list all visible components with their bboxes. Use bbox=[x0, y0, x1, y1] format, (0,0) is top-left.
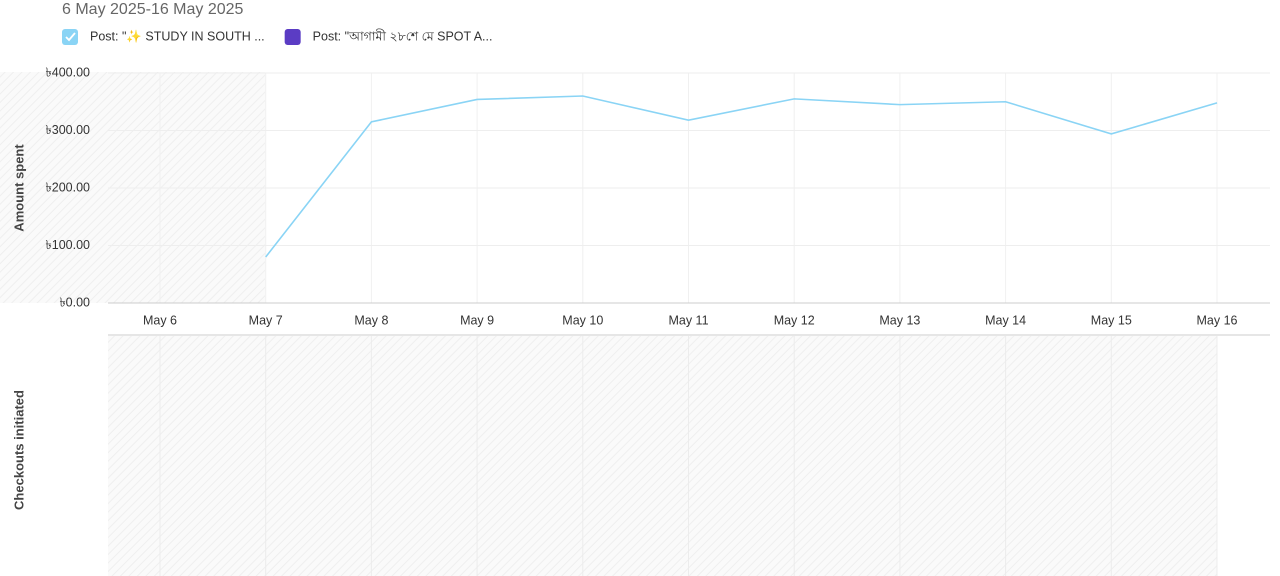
y-tick-label: ৳100.00 bbox=[46, 238, 91, 252]
x-tick-label: May 8 bbox=[354, 313, 388, 327]
legend-label: Post: "✨ STUDY IN SOUTH ... bbox=[90, 29, 265, 43]
legend-swatch bbox=[62, 29, 78, 45]
x-tick-label: May 16 bbox=[1197, 313, 1238, 327]
y-axis-label: Amount spent bbox=[11, 144, 26, 232]
y-tick-label: ৳300.00 bbox=[46, 123, 91, 137]
legend-label: Post: "আগামী ২৮শে মে SPOT A... bbox=[313, 28, 493, 43]
chart-title: 6 May 2025-16 May 2025 bbox=[62, 1, 244, 18]
y-tick-label: ৳400.00 bbox=[46, 65, 91, 79]
legend-check bbox=[65, 32, 76, 42]
x-tick-label: May 7 bbox=[249, 313, 283, 327]
x-tick-label: May 12 bbox=[774, 313, 815, 327]
x-tick-label: May 15 bbox=[1091, 313, 1132, 327]
x-tick-label: May 14 bbox=[985, 313, 1026, 327]
y-tick-label: ৳200.00 bbox=[46, 180, 91, 194]
x-tick-label: May 11 bbox=[668, 313, 708, 327]
legend-swatch bbox=[284, 29, 301, 45]
x-tick-label: May 6 bbox=[143, 313, 177, 327]
panel-label: Checkouts initiated bbox=[11, 390, 26, 510]
y-tick-label: ৳0.00 bbox=[59, 295, 90, 309]
series-line bbox=[265, 95, 1218, 258]
x-tick-label: May 9 bbox=[460, 313, 494, 327]
x-tick-label: May 10 bbox=[562, 313, 603, 327]
x-tick-label: May 13 bbox=[879, 313, 920, 327]
no-data-region bbox=[108, 336, 1217, 576]
